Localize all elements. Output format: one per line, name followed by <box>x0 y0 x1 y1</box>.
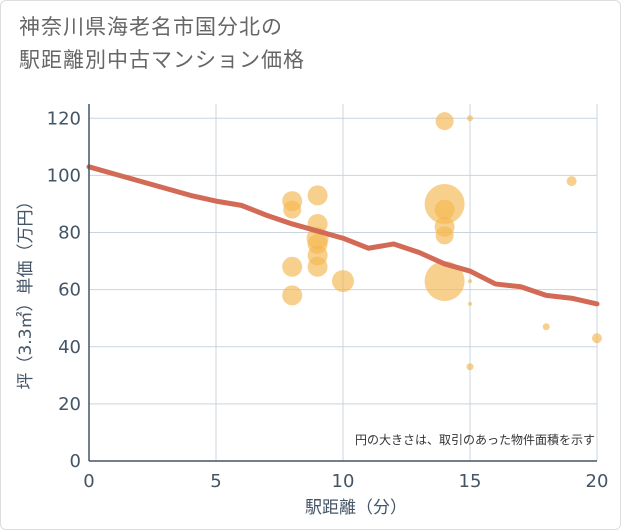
bubble-size-note: 円の大きさは、取引のあった物件面積を示す <box>355 432 595 447</box>
bubble-series <box>282 112 602 371</box>
chart-title-line-2: 駅距離別中古マンション価格 <box>19 48 305 72</box>
y-tick-label: 20 <box>58 394 81 415</box>
data-bubble <box>542 323 550 331</box>
data-bubble <box>283 200 302 219</box>
data-bubble <box>282 285 303 306</box>
data-bubble <box>466 363 474 371</box>
data-bubble <box>468 279 472 284</box>
x-tick-label: 0 <box>83 471 94 492</box>
data-bubble <box>282 256 303 277</box>
y-tick-label: 60 <box>58 280 81 301</box>
y-tick-label: 40 <box>58 337 81 358</box>
y-tick-label: 80 <box>58 223 81 244</box>
chart-title: 神奈川県海老名市国分北の 駅距離別中古マンション価格 <box>19 11 305 77</box>
data-bubble <box>434 199 455 220</box>
y-axis-title: 坪（3.3㎡）単価（万円） <box>16 192 36 389</box>
y-tick-label: 120 <box>47 108 81 129</box>
data-bubble <box>435 226 454 245</box>
data-bubble <box>467 115 473 122</box>
x-axis-title: 駅距離（分） <box>305 498 407 518</box>
data-bubble <box>307 256 328 277</box>
data-bubble <box>307 185 328 206</box>
chart-title-line-1: 神奈川県海老名市国分北の <box>19 15 283 39</box>
x-tick-label: 15 <box>459 471 482 492</box>
trend-line <box>86 164 600 307</box>
axes <box>88 104 597 462</box>
y-axis-ticks: 0 20 40 60 80 100 120 <box>47 108 81 472</box>
x-tick-label: 20 <box>586 471 609 492</box>
data-bubble <box>332 270 354 293</box>
x-tick-label: 5 <box>210 471 221 492</box>
y-tick-label: 0 <box>70 451 81 472</box>
y-tick-label: 100 <box>47 165 81 186</box>
x-axis-ticks: 0 5 10 15 20 <box>83 471 608 492</box>
data-bubble <box>566 176 577 187</box>
x-tick-label: 10 <box>332 471 355 492</box>
data-bubble <box>592 333 602 344</box>
data-bubble <box>424 261 465 302</box>
trend-line-series <box>86 164 600 307</box>
data-bubble <box>468 301 472 306</box>
data-bubble <box>435 112 454 131</box>
